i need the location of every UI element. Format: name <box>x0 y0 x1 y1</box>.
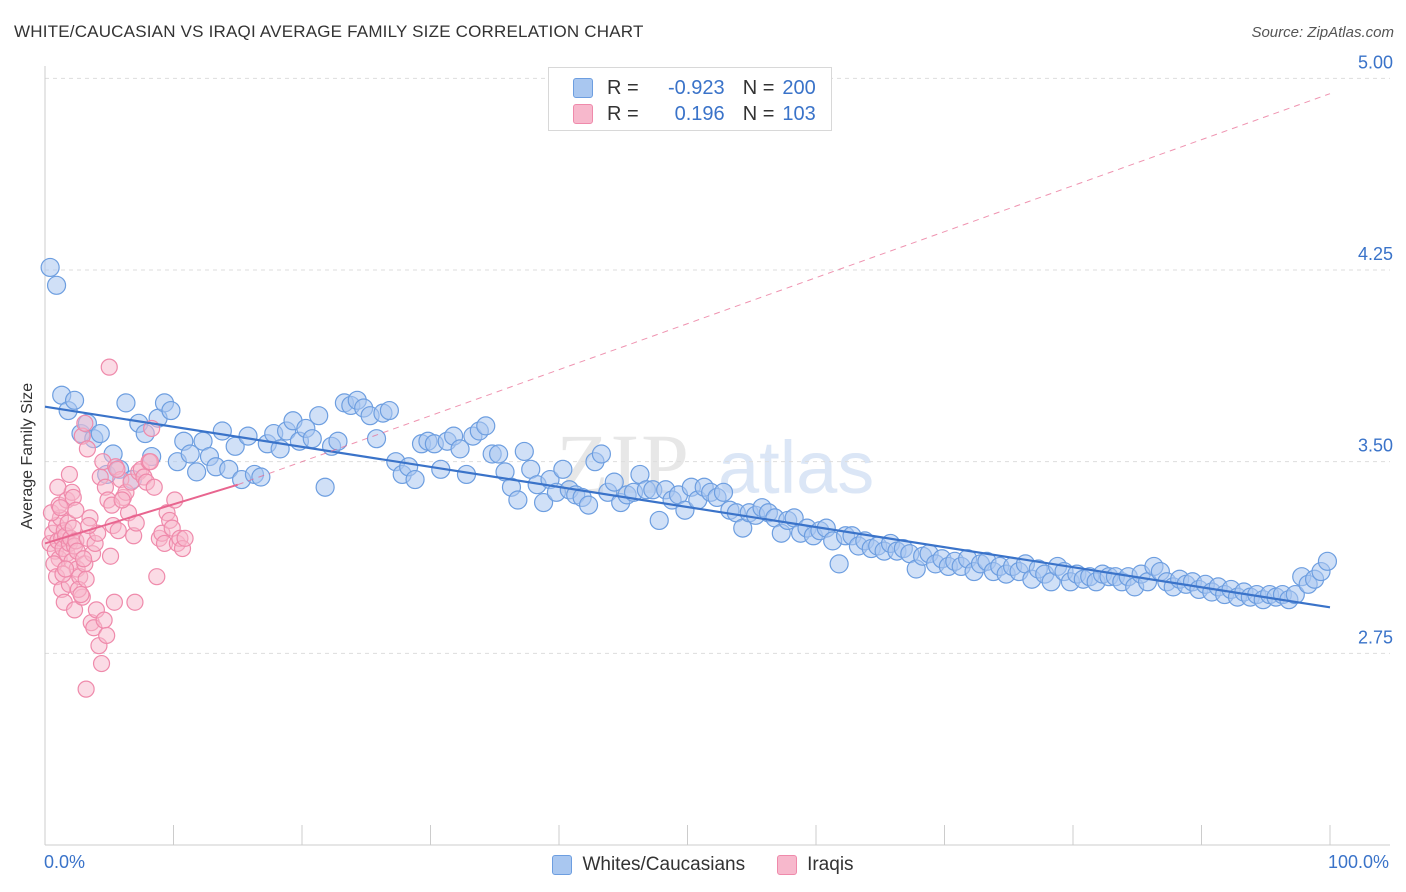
legend-row-whites: R = -0.923 N = 200 <box>573 75 816 101</box>
white-caucasian-point <box>238 426 258 446</box>
series-swatch-whites <box>552 855 573 875</box>
series-label-whites: Whites/Caucasians <box>582 854 746 875</box>
white-caucasian-point <box>533 492 554 513</box>
white-caucasian-point <box>553 459 573 479</box>
iraqi-point <box>72 585 90 604</box>
white-caucasian-point <box>713 482 734 502</box>
iraqi-point <box>49 478 67 496</box>
gridlines <box>45 77 1390 654</box>
iraqi-point <box>100 358 118 376</box>
legend-n-value-whites: 200 <box>782 76 816 99</box>
white-caucasian-point <box>578 495 599 515</box>
white-caucasian-point <box>161 400 181 421</box>
legend-n-label: N = <box>742 102 775 125</box>
iraqi-point <box>65 601 84 619</box>
correlation-legend: R = -0.923 N = 200 R = 0.196 N = 103 <box>548 67 832 131</box>
white-caucasian-point <box>302 429 322 449</box>
iraqi-point <box>141 453 159 471</box>
white-caucasian-point <box>1317 551 1338 571</box>
white-caucasian-point <box>180 444 200 464</box>
iraqi-point <box>76 414 94 432</box>
series-label-iraqis: Iraqis <box>807 854 854 875</box>
legend-n-value-iraqis: 103 <box>782 102 816 125</box>
white-caucasian-point <box>489 444 509 464</box>
iraqi-point <box>148 568 166 586</box>
legend-swatch-iraqis <box>573 104 593 124</box>
white-caucasian-point <box>405 469 425 490</box>
iraqi-trend-line <box>44 483 239 545</box>
white-caucasian-point <box>829 554 849 574</box>
white-caucasian-point <box>64 390 85 410</box>
iraqi-point <box>126 593 144 611</box>
iraqi-point <box>56 560 75 578</box>
y-tick-label: 4.25 <box>1358 244 1393 264</box>
legend-r-label: R = <box>607 76 639 99</box>
iraqi-point <box>108 460 126 478</box>
y-tick-label: 5.00 <box>1358 52 1393 72</box>
series-legend: Whites/Caucasians Iraqis <box>0 852 1406 878</box>
white-caucasian-point <box>514 441 534 462</box>
iraqi-point <box>145 478 163 496</box>
chart-title: WHITE/CAUCASIAN VS IRAQI AVERAGE FAMILY … <box>14 22 644 41</box>
legend-r-value-iraqis: 0.196 <box>674 102 725 125</box>
legend-r-value-whites: -0.923 <box>667 76 725 99</box>
white-caucasian-point <box>187 462 207 482</box>
iraqi-point <box>113 491 131 509</box>
white-caucasian-point <box>328 431 348 451</box>
iraqi-point <box>78 440 97 458</box>
white-caucasian-point <box>46 275 67 295</box>
source-note: Source: ZipAtlas.com <box>1251 24 1394 41</box>
iraqi-point <box>109 522 127 540</box>
watermark-atlas: atlas <box>718 426 874 509</box>
series-legend-iraqis[interactable]: Iraqis <box>777 854 854 876</box>
white-caucasian-point <box>476 416 496 436</box>
iraqi-point <box>60 465 79 484</box>
white-caucasian-trend-line <box>44 405 1331 609</box>
legend-r-label: R = <box>607 102 639 125</box>
white-caucasian-point <box>591 444 612 464</box>
white-caucasian-point <box>40 257 60 278</box>
iraqi-point <box>77 680 95 698</box>
iraqi-point <box>92 654 111 673</box>
white-caucasian-point <box>251 467 271 487</box>
y-tick-labels: 5.00 4.25 3.50 2.75 <box>1358 52 1393 647</box>
white-caucasian-point <box>604 472 624 492</box>
axes <box>44 66 1390 846</box>
white-caucasian-point <box>309 406 329 426</box>
iraqi-point <box>74 550 93 568</box>
series-swatch-iraqis <box>777 855 798 875</box>
x-tick-label-min: 0.0% <box>44 852 86 872</box>
white-caucasian-point <box>219 459 239 479</box>
trend-lines <box>44 93 1331 609</box>
iraqi-point <box>77 570 95 588</box>
iraqi-point <box>98 626 116 645</box>
y-axis-label: Average Family Size <box>19 382 36 530</box>
iraqi-point <box>95 611 113 629</box>
legend-row-iraqis: R = 0.196 N = 103 <box>573 101 816 127</box>
legend-swatch-whites <box>573 78 593 98</box>
white-caucasian-point <box>315 477 335 497</box>
y-tick-label: 2.75 <box>1358 627 1393 647</box>
iraqi-point <box>101 547 120 565</box>
iraqi-point <box>166 491 184 509</box>
series-legend-whites[interactable]: Whites/Caucasians <box>552 854 745 876</box>
white-caucasian-point <box>90 423 110 444</box>
white-caucasian-point <box>212 421 232 441</box>
white-caucasian-point <box>450 439 470 459</box>
y-tick-label: 3.50 <box>1358 436 1393 456</box>
iraqi-point <box>67 501 85 519</box>
iraqi-point <box>176 529 194 547</box>
white-caucasian-point <box>508 490 528 510</box>
white-caucasian-point <box>1285 584 1305 605</box>
x-tick-label-max: 100.0% <box>1328 852 1390 872</box>
legend-n-label: N = <box>742 76 775 99</box>
white-caucasian-point <box>649 510 669 531</box>
white-caucasian-point <box>116 393 136 413</box>
iraqi-point <box>105 593 123 611</box>
white-caucasian-point <box>379 400 399 421</box>
